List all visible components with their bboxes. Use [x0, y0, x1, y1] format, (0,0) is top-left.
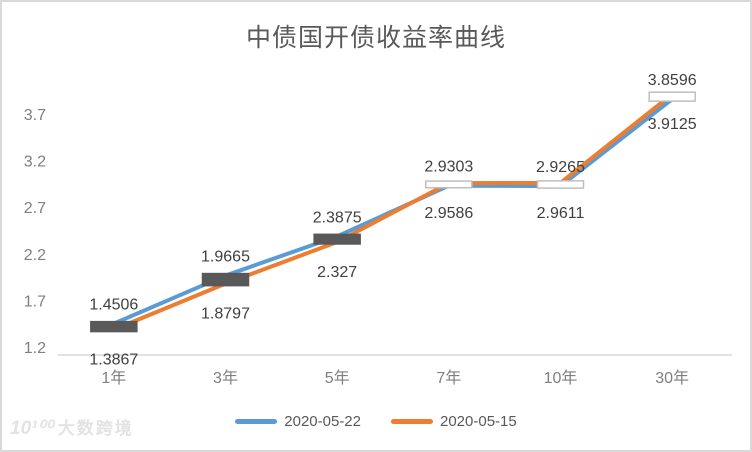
x-axis-label: 1年: [101, 369, 126, 387]
data-label-2020-05-15: 2.9586: [424, 205, 473, 222]
watermark-label: 大数跨境: [57, 419, 134, 438]
down-bar: [90, 320, 138, 333]
y-tick-label: 3.2: [24, 154, 46, 171]
data-label-2020-05-15: 3.9125: [648, 116, 697, 133]
x-axis-label: 7年: [436, 369, 461, 387]
x-axis-label: 30年: [655, 369, 689, 387]
legend: 2020-05-22 2020-05-15: [2, 413, 750, 430]
y-tick-label: 1.7: [24, 293, 46, 310]
x-axis-label: 10年: [544, 369, 578, 387]
data-label-2020-05-15: 1.3867: [89, 352, 138, 369]
data-label-2020-05-22: 1.9665: [201, 249, 250, 266]
y-tick-label: 2.7: [24, 200, 46, 217]
legend-label-series2: 2020-05-15: [440, 413, 517, 430]
watermark: 10¹⁰⁰ 大数跨境: [10, 414, 134, 440]
legend-item-series2: 2020-05-15: [391, 413, 517, 430]
data-label-2020-05-15: 2.327: [317, 264, 357, 281]
legend-label-series1: 2020-05-22: [284, 413, 361, 430]
data-label-2020-05-22: 3.8596: [648, 72, 697, 89]
y-tick-label: 3.7: [24, 107, 46, 124]
y-tick-label: 2.2: [24, 247, 46, 264]
data-label-2020-05-22: 2.9303: [424, 159, 473, 176]
y-tick-label: 1.2: [24, 340, 46, 357]
data-label-2020-05-22: 2.3875: [313, 209, 362, 226]
up-bar: [648, 91, 696, 102]
data-label-2020-05-22: 1.4506: [89, 297, 138, 314]
up-bar: [536, 180, 585, 189]
series-line-2020-05-15: [111, 92, 675, 332]
data-label-2020-05-15: 1.8797: [201, 306, 250, 323]
data-label-2020-05-22: 2.9265: [536, 159, 585, 176]
down-bar: [201, 272, 250, 287]
watermark-logo-icon: 10¹⁰⁰: [10, 418, 53, 439]
x-axis-label: 3年: [213, 369, 238, 387]
down-bar: [313, 233, 361, 245]
chart-title: 中债国开债收益率曲线: [245, 24, 506, 52]
series2-swatch-icon: [391, 419, 433, 424]
data-label-2020-05-15: 2.9611: [537, 205, 585, 222]
legend-item-series1: 2020-05-22: [235, 413, 361, 430]
x-axis-label: 5年: [325, 369, 350, 387]
series1-swatch-icon: [235, 419, 278, 424]
up-bar: [425, 180, 473, 189]
